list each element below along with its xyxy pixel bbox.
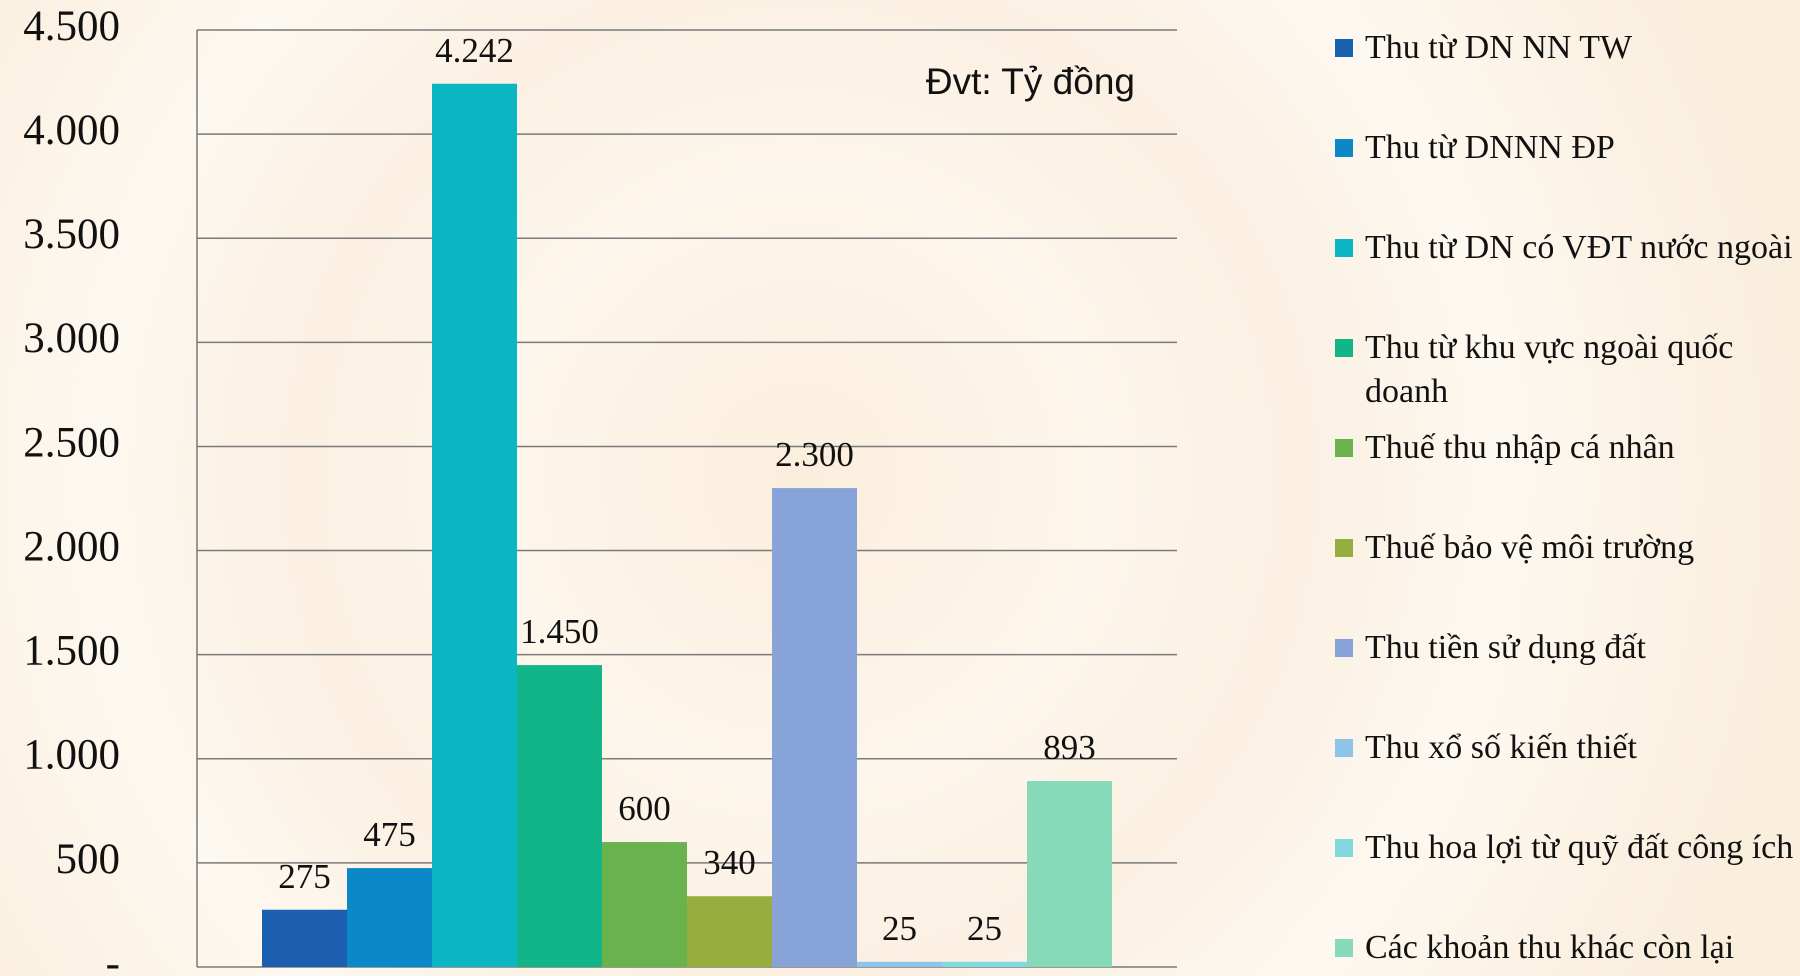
- legend-swatch: [1335, 939, 1353, 957]
- legend-label: Thu từ DNNN ĐP: [1365, 129, 1615, 166]
- legend-item: Thu từ khu vực ngoài quốc doanh: [1335, 326, 1795, 414]
- y-tick-label: 2.500: [23, 419, 120, 466]
- bar: [602, 842, 687, 967]
- legend-swatch: [1335, 439, 1353, 457]
- legend-label: Thu từ DN có VĐT nước ngoài: [1365, 229, 1793, 266]
- bar: [942, 961, 1027, 967]
- value-label: 2.300: [775, 435, 854, 474]
- y-tick-label: 1.000: [23, 732, 120, 779]
- legend-swatch: [1335, 139, 1353, 157]
- bar: [857, 961, 942, 967]
- bar: [772, 488, 857, 967]
- value-label: 893: [1043, 728, 1096, 767]
- legend-label: Thu xổ số kiến thiết: [1365, 729, 1637, 766]
- legend-label: Thu tiền sử dụng đất: [1365, 629, 1646, 666]
- value-label: 4.242: [435, 31, 514, 70]
- y-tick-label: 2.000: [23, 523, 120, 570]
- legend-label: Thuế bảo vệ môi trường: [1365, 529, 1695, 566]
- legend-swatch: [1335, 339, 1353, 357]
- legend-swatch: [1335, 839, 1353, 857]
- y-tick-label: 1.500: [23, 628, 120, 675]
- legend-swatch: [1335, 39, 1353, 57]
- y-tick-label: 3.000: [23, 315, 120, 362]
- value-label: 25: [967, 909, 1002, 948]
- legend-item: Các khoản thu khác còn lại: [1335, 926, 1795, 970]
- y-tick-label: 3.500: [23, 211, 120, 258]
- bar: [347, 868, 432, 967]
- annotation: Đvt: Tỷ đồng: [926, 61, 1135, 102]
- value-label: 475: [363, 815, 416, 854]
- legend-item: Thu từ DN có VĐT nước ngoài: [1335, 226, 1795, 270]
- legend-swatch: [1335, 239, 1353, 257]
- legend-item: Thu từ DNNN ĐP: [1335, 126, 1795, 170]
- value-label: 1.450: [520, 612, 599, 651]
- bar: [1027, 781, 1112, 967]
- legend-item: Thu hoa lợi từ quỹ đất công ích: [1335, 826, 1795, 870]
- legend-item: Thuế thu nhập cá nhân: [1335, 426, 1795, 470]
- legend-item: Thu xổ số kiến thiết: [1335, 726, 1795, 770]
- y-tick-label: 4.000: [23, 107, 120, 154]
- value-label: 25: [882, 909, 917, 948]
- legend-swatch: [1335, 739, 1353, 757]
- legend-label: Thu hoa lợi từ quỹ đất công ích: [1365, 829, 1794, 866]
- bar: [687, 896, 772, 967]
- value-label: 275: [278, 857, 331, 896]
- legend-label: Thuế thu nhập cá nhân: [1365, 429, 1675, 466]
- legend-label: Thu từ khu vực ngoài quốc doanh: [1365, 329, 1734, 410]
- legend-item: Thu tiền sử dụng đất: [1335, 626, 1795, 670]
- value-label: 600: [618, 789, 671, 828]
- legend-item: Thu từ DN NN TW: [1335, 26, 1795, 70]
- value-label: 340: [703, 843, 756, 882]
- legend-label: Các khoản thu khác còn lại: [1365, 929, 1735, 966]
- bar: [432, 83, 517, 968]
- legend-label: Thu từ DN NN TW: [1365, 29, 1633, 66]
- legend-swatch: [1335, 639, 1353, 657]
- bar: [517, 665, 602, 967]
- legend-item: Thuế bảo vệ môi trường: [1335, 526, 1795, 570]
- legend-swatch: [1335, 539, 1353, 557]
- y-tick-label: 500: [56, 836, 121, 883]
- bar: [262, 909, 347, 967]
- y-tick-label: 4.500: [23, 3, 120, 50]
- y-tick-label: -: [106, 940, 120, 976]
